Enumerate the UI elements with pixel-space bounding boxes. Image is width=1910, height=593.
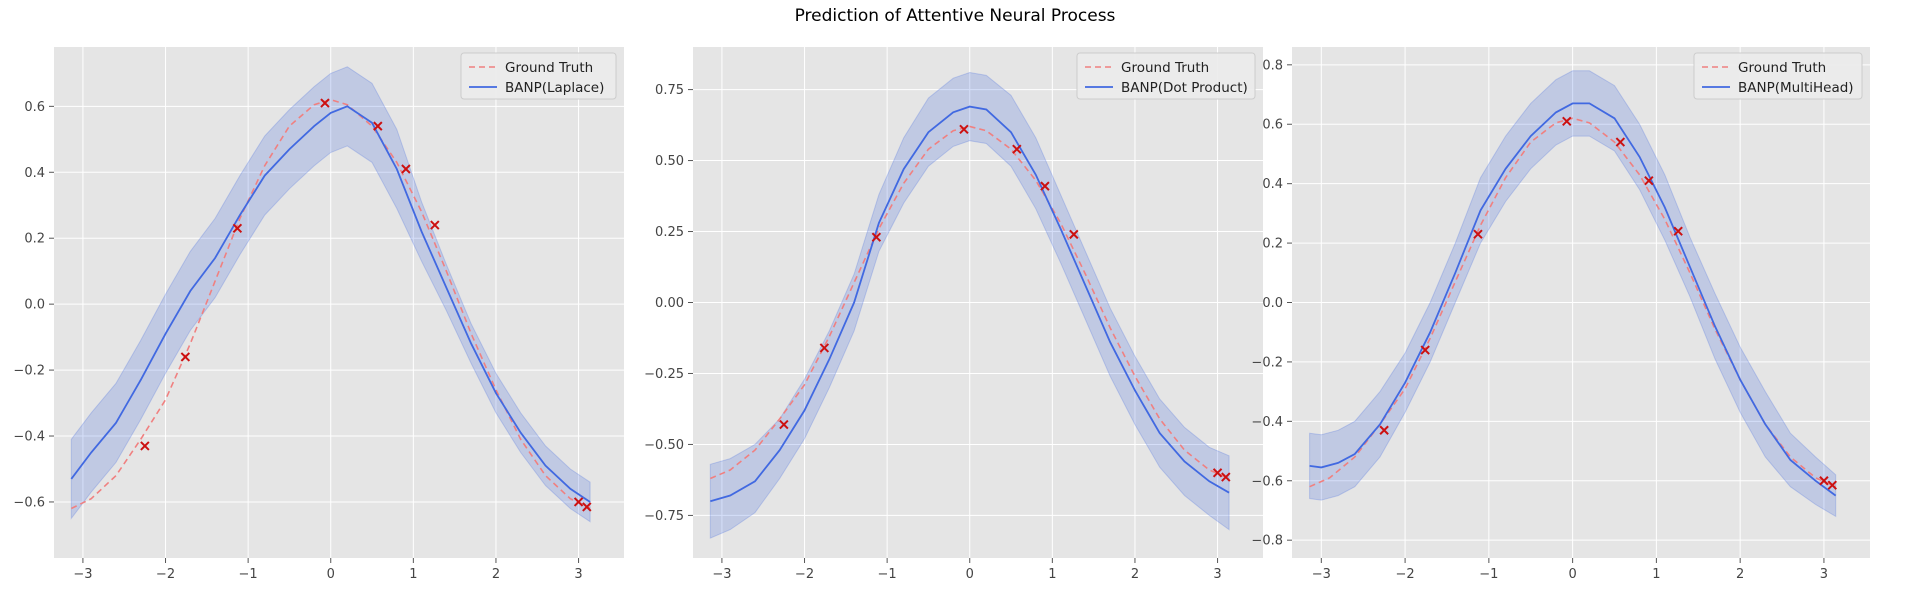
context-point [573,497,584,507]
context-point [320,98,330,108]
plot-area [54,47,624,558]
y-tick-label: 0.2 [1262,237,1283,252]
x-tick-label: −1 [239,567,258,582]
context-point [430,220,440,230]
x-tick-label: −3 [1312,567,1331,582]
context-point [1615,137,1626,147]
x-tick-label: −2 [156,567,175,582]
y-tick-label: −0.6 [13,495,45,510]
context-point [1644,175,1654,186]
y-tick-label: −0.4 [13,430,45,445]
context-point [1819,476,1829,486]
uncertainty-band [1309,70,1837,518]
y-tick-label: 0.75 [655,83,684,98]
y-tick-label: 0.2 [24,232,45,247]
x-tick-label: 0 [327,567,335,582]
context-point [959,124,969,135]
context-point [582,502,592,512]
context-point [1012,144,1022,154]
y-tick-label: 0.25 [655,225,684,240]
y-tick-label: 0.50 [655,154,684,169]
x-tick-label: 1 [409,567,417,582]
context-point [1040,181,1050,191]
prediction-line [710,105,1230,503]
panel-1: −3 −2 −1 0 1 2 3 −0.6 −0.4 −0.2 0.0 0.2 0.4 0.6 Ground… [13,47,624,582]
ground-truth-line [70,98,591,510]
context-point [373,121,383,131]
y-tick-label: −0.50 [644,438,684,453]
context-point [140,441,150,451]
prediction-line [70,105,591,503]
uncertainty-band [709,71,1230,539]
context-point [1420,345,1430,355]
context-point [1221,472,1231,482]
x-tick-label: 1 [1652,567,1660,582]
x-tick-label: 3 [1213,567,1221,582]
y-tick-label: 0.4 [24,166,45,181]
context-point [779,419,789,430]
y-tick-label: −0.8 [1251,534,1283,549]
x-tick-label: 3 [574,567,582,582]
x-tick-label: 2 [1131,567,1139,582]
y-tick-label: −0.2 [13,364,45,379]
legend-ground-truth-label: Ground Truth [1738,60,1826,76]
context-point [1673,226,1683,236]
context-point [1562,116,1572,126]
context-point [1827,480,1838,490]
y-tick-label: −0.4 [1251,415,1283,430]
context-point [1379,425,1389,435]
panel-3: −3 −2 −1 0 1 2 3 −0.8 −0.6 −0.4 −0.2 0.0 0.2 0.4 0.6 0.… [1251,47,1870,582]
legend-prediction-label: BANP(Laplace) [505,80,604,96]
y-tick-label: −0.25 [644,367,684,382]
y-tick-label: −0.75 [644,509,684,524]
y-tick-label: −0.6 [1251,474,1283,489]
uncertainty-band [70,66,591,523]
x-tick-label: 1 [1048,567,1056,582]
x-tick-label: 0 [966,567,974,582]
context-point [232,223,243,234]
legend-ground-truth-label: Ground Truth [1121,60,1209,76]
context-point [1069,229,1079,240]
legend-box [1693,52,1863,100]
figure-title: Prediction of Attentive Neural Process [794,6,1116,26]
x-tick-label: 2 [492,567,500,582]
x-tick-label: 0 [1568,567,1576,582]
legend-box [460,52,617,100]
y-tick-label: 0.00 [655,296,684,311]
y-tick-label: 0.8 [1262,58,1283,73]
context-point [871,232,882,242]
x-tick-label: −2 [795,567,814,582]
panel-2: −3 −2 −1 0 1 2 3 −0.75 −0.50 −0.25 0.00 0.25 0.50 0.7… [644,47,1263,582]
y-tick-label: 0.4 [1262,177,1283,192]
legend-ground-truth-label: Ground Truth [505,60,593,76]
legend-prediction-label: BANP(MultiHead) [1738,80,1854,96]
prediction-line [1309,102,1837,497]
x-tick-label: 3 [1820,567,1828,582]
context-point [1473,229,1483,239]
x-tick-label: 2 [1736,567,1744,582]
context-point [180,352,191,362]
y-tick-label: 0.0 [1262,296,1283,311]
x-tick-label: −3 [73,567,92,582]
x-tick-label: −3 [712,567,731,582]
x-tick-label: −1 [878,567,897,582]
y-tick-label: 0.0 [24,298,45,313]
context-point [401,164,411,174]
x-tick-label: −1 [1479,567,1498,582]
ground-truth-line [709,125,1230,480]
context-point [1212,468,1223,478]
legend-prediction-label: BANP(Dot Product) [1121,80,1248,96]
y-tick-label: −0.2 [1251,355,1283,370]
y-tick-label: 0.6 [24,100,45,115]
legend-box [1076,52,1256,100]
x-tick-label: −2 [1396,567,1415,582]
context-point [819,343,830,353]
y-tick-label: 0.6 [1262,118,1283,133]
